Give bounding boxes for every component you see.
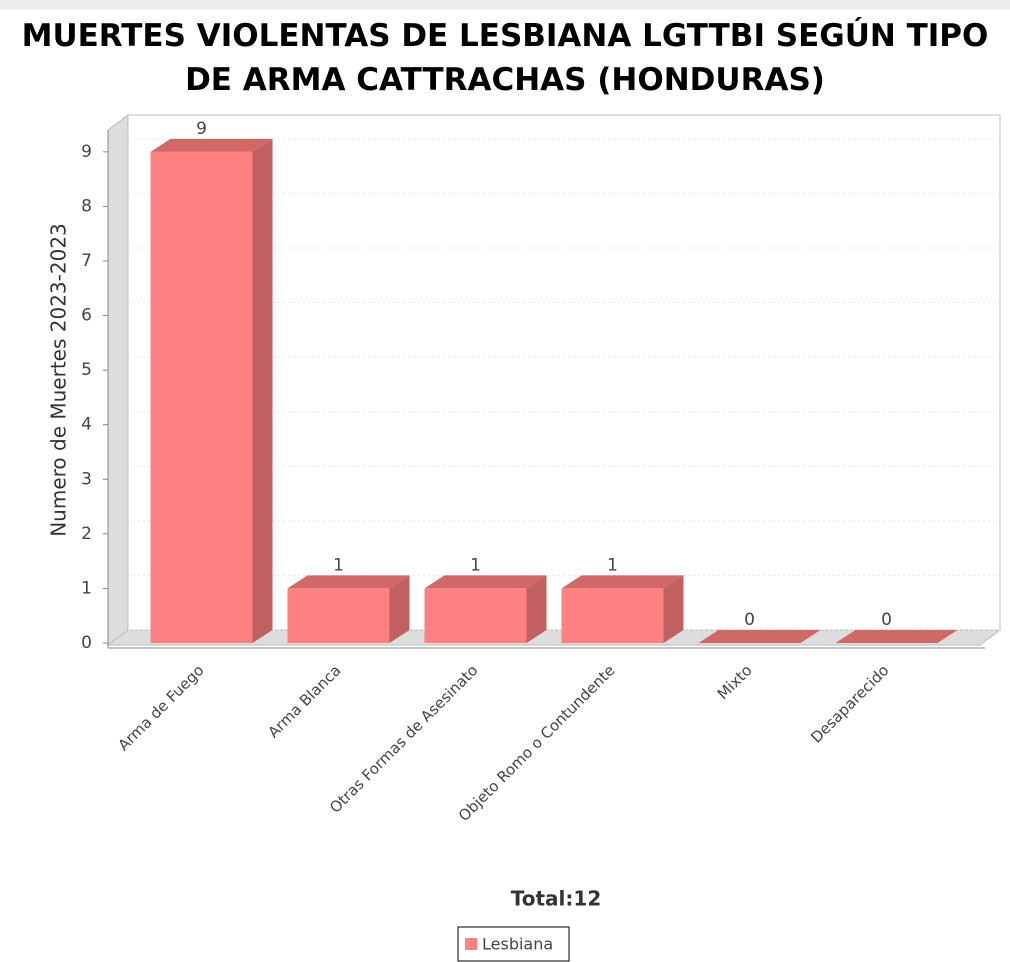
subtitle: Total:12 (511, 887, 601, 911)
y-tick-label: 3 (81, 469, 92, 489)
y-tick-label: 5 (81, 360, 92, 380)
bar-top (561, 575, 684, 589)
value-label: 1 (333, 555, 344, 575)
bar (287, 588, 390, 643)
bar-side (389, 575, 410, 643)
x-tick-label: Otras Formas de Asesinato (326, 661, 481, 816)
bar-top (835, 630, 958, 643)
y-tick-label: 4 (81, 415, 92, 435)
value-label: 0 (881, 610, 892, 630)
value-label: 1 (470, 555, 481, 575)
bar-top (698, 630, 821, 643)
bar-top (150, 138, 273, 152)
y-axis-label: Numero de Muertes 2023-2023 (47, 223, 71, 537)
value-label: 0 (744, 610, 755, 630)
y-tick-label: 6 (81, 306, 92, 326)
x-tick-label: Objeto Romo o Contundente (455, 661, 619, 825)
bar-side (526, 575, 547, 643)
legend-label: Lesbiana (482, 935, 553, 954)
side-wall (107, 114, 129, 646)
y-tick-label: 0 (81, 633, 92, 653)
x-tick-label: Arma Blanca (264, 661, 344, 741)
bar-top (424, 575, 547, 589)
bar-side (663, 575, 684, 643)
bar (424, 588, 527, 643)
y-tick-label: 1 (81, 578, 92, 598)
y-tick-label: 7 (81, 251, 92, 271)
bar (561, 588, 664, 643)
bar-top (287, 575, 410, 589)
x-tick-label: Arma de Fuego (115, 661, 208, 754)
bar (150, 151, 253, 644)
chart-title: MUERTES VIOLENTAS DE LESBIANA LGTTBI SEG… (21, 18, 989, 98)
y-tick-label: 9 (81, 142, 92, 162)
value-label: 9 (196, 119, 207, 139)
x-tick-label: Mixto (714, 661, 756, 703)
bar-side (252, 138, 273, 644)
top-strip (0, 0, 1010, 10)
value-label: 1 (607, 555, 618, 575)
y-tick-label: 2 (81, 524, 92, 544)
x-tick-label: Desaparecido (807, 661, 892, 746)
legend-swatch (465, 938, 477, 950)
y-tick-label: 8 (81, 196, 92, 216)
